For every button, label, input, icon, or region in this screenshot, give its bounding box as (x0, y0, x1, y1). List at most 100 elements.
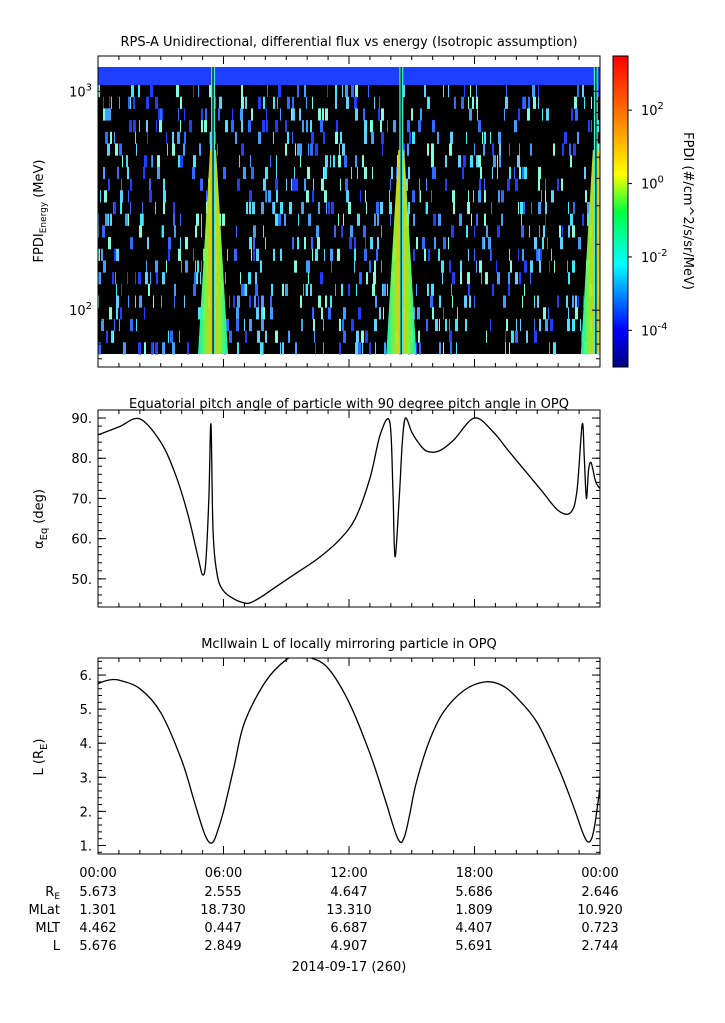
spectrogram-cell (554, 260, 555, 273)
spectrogram-cell (354, 248, 356, 261)
spectrogram-cell (183, 143, 185, 156)
spectrogram-cell (180, 155, 183, 168)
spectrogram-cell (161, 225, 162, 238)
spectrogram-cell (427, 283, 429, 297)
spectrogram-cell (325, 108, 328, 121)
spectrogram-cell (115, 272, 116, 285)
spectrogram-cell (285, 143, 287, 156)
spectrogram-cell (518, 201, 519, 215)
spectrogram-cell (572, 260, 575, 273)
spectrogram-cell (266, 120, 268, 133)
spectrogram-cell (245, 96, 247, 109)
spectrogram-cell (256, 248, 259, 261)
spectrogram-cell (273, 96, 275, 109)
panel3-y-label-unit-sub: E (39, 744, 50, 750)
spectrogram-cell (139, 120, 140, 133)
spectrogram-cell (458, 155, 461, 168)
spectrogram-cell (122, 155, 123, 168)
spectrogram-cell (193, 155, 196, 168)
spectrogram-cell (300, 155, 301, 168)
panel3-y-ticks: 1. 2. 3. 4. 5. 6. (80, 660, 600, 854)
ephemeris-value: 5.686 (455, 885, 492, 900)
spectrogram-cell (408, 201, 410, 215)
spectrogram-cell (530, 143, 532, 156)
spectrogram-cell (234, 248, 237, 261)
spectrogram-cell (572, 318, 575, 332)
spectrogram-cell (431, 283, 434, 297)
spectrogram-cell (298, 213, 299, 226)
spectrogram-cell (341, 283, 343, 297)
spectrogram-cell (573, 143, 576, 156)
spectrogram-cell (180, 213, 181, 226)
spectrogram-cell (271, 283, 273, 297)
spectrogram-cell (310, 120, 312, 133)
spectrogram-cell (413, 307, 415, 320)
spectrogram-cell (172, 131, 174, 144)
spectrogram-cell (133, 120, 136, 133)
spectrogram-cell (174, 295, 175, 308)
spectrogram-bright-bands (198, 67, 600, 354)
spectrogram-cell (155, 96, 158, 109)
ephemeris-value: 2.555 (204, 885, 241, 900)
time-axis-label: 12:00 (330, 866, 367, 881)
ephemeris-value: 0.723 (581, 921, 618, 936)
spectrogram-cell (138, 85, 140, 98)
spectrogram-cell (117, 166, 119, 180)
spectrogram-cell (503, 295, 506, 308)
spectrogram-cell (114, 201, 116, 215)
spectrogram-cell (443, 237, 446, 250)
spectrogram-cell (112, 272, 114, 285)
spectrogram-cell (287, 96, 290, 109)
spectrogram-cell (393, 120, 396, 133)
spectrogram-cell (295, 143, 296, 156)
spectrogram-cell (201, 260, 202, 273)
spectrogram-cell (382, 283, 383, 297)
spectrogram-cell (310, 283, 312, 297)
spectrogram-cell (549, 260, 550, 273)
spectrogram-cell (204, 120, 207, 133)
spectrogram-cell (486, 225, 488, 238)
spectrogram-cell (387, 120, 388, 133)
spectrogram-cell (241, 120, 243, 133)
spectrogram-cell (568, 307, 569, 320)
spectrogram-cell (507, 178, 510, 191)
spectrogram-cell (354, 237, 356, 250)
panel2-y-tick-label: 60. (71, 533, 92, 548)
spectrogram-cell (426, 201, 428, 215)
spectrogram-cell (217, 143, 218, 156)
spectrogram-cell (335, 85, 337, 98)
spectrogram-cell (481, 272, 482, 285)
spectrogram-cell (275, 213, 278, 226)
spectrogram-cell (452, 272, 455, 285)
spectrogram-cell (384, 342, 386, 355)
spectrogram-cell (333, 155, 335, 168)
ephemeris-value: 1.809 (455, 903, 492, 918)
spectrogram-cell (538, 248, 540, 261)
spectrogram-cell (343, 213, 344, 226)
spectrogram-cell (185, 260, 188, 273)
ephemeris-value: 10.920 (577, 903, 623, 918)
spectrogram-cell (548, 307, 549, 320)
spectrogram-cell (237, 342, 239, 355)
spectrogram-cell (499, 155, 501, 168)
spectrogram-cell (428, 248, 430, 261)
spectrogram-cell (178, 108, 179, 121)
spectrogram-cell (407, 120, 410, 133)
spectrogram-cell (366, 272, 368, 285)
spectrogram-cell (251, 166, 254, 180)
spectrogram-cell (480, 166, 482, 180)
colorbar-tick-exp: 2 (658, 101, 664, 112)
spectrogram-cell (275, 330, 278, 343)
ephemeris-value: 2.646 (581, 885, 618, 900)
spectrogram-cell (146, 260, 147, 273)
spectrogram-cell (142, 201, 143, 215)
ephemeris-value: 0.447 (204, 921, 241, 936)
spectrogram-cell (310, 143, 313, 156)
spectrogram-cell (543, 307, 546, 320)
spectrogram-cell (365, 330, 368, 343)
spectrogram-cell (130, 96, 131, 109)
spectrogram-cell (514, 120, 515, 133)
spectrogram-cell (270, 155, 271, 168)
spectrogram-cell (149, 178, 151, 191)
spectrogram-cell (411, 108, 413, 121)
